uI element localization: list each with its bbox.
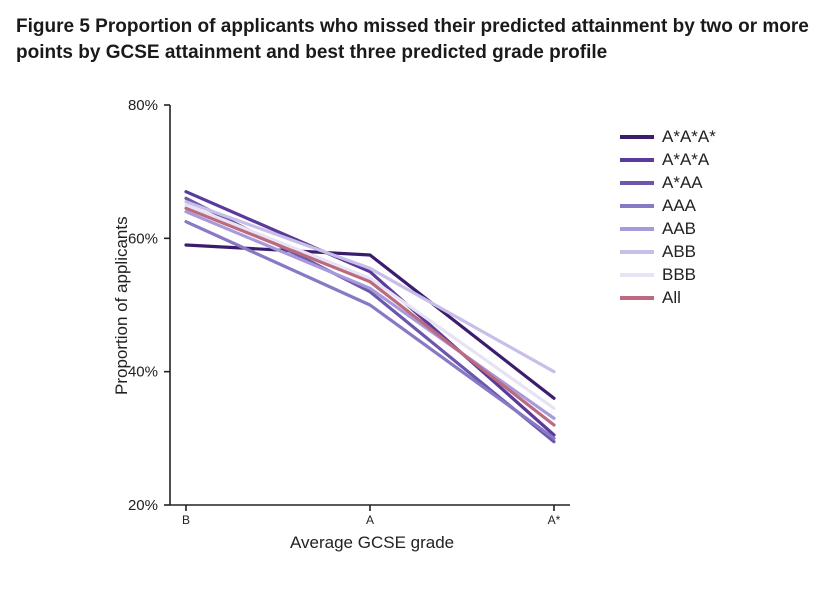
legend-label: AAB (662, 219, 696, 239)
legend-item: A*AA (620, 171, 716, 194)
x-tick-label: A (366, 513, 374, 527)
legend-label: AAA (662, 196, 696, 216)
legend-swatch (620, 181, 654, 185)
legend-item: All (620, 286, 716, 309)
legend-swatch (620, 250, 654, 254)
legend-swatch (620, 135, 654, 139)
legend-swatch (620, 296, 654, 300)
figure-title: Figure 5 Proportion of applicants who mi… (16, 14, 826, 65)
legend-label: A*A*A* (662, 127, 716, 147)
series-line (186, 208, 554, 425)
y-tick-label: 40% (128, 364, 158, 381)
legend-swatch (620, 158, 654, 162)
x-tick-label: B (182, 513, 190, 527)
legend-label: All (662, 288, 681, 308)
legend-item: A*A*A* (620, 125, 716, 148)
y-tick-label: 20% (128, 497, 158, 514)
legend-item: AAB (620, 217, 716, 240)
legend-item: BBB (620, 263, 716, 286)
legend: A*A*A* A*A*A A*AA AAA AAB ABB BBB All (620, 125, 716, 309)
legend-label: A*AA (662, 173, 703, 193)
legend-swatch (620, 204, 654, 208)
legend-item: ABB (620, 240, 716, 263)
legend-swatch (620, 227, 654, 231)
legend-label: ABB (662, 242, 696, 262)
legend-label: BBB (662, 265, 696, 285)
legend-item: AAA (620, 194, 716, 217)
y-axis-label: Proportion of applicants (112, 216, 132, 395)
y-tick-label: 60% (128, 230, 158, 247)
legend-swatch (620, 273, 654, 277)
chart: 20% 40% 60% 80% B A A* Proportion of applicant… (60, 95, 820, 575)
x-tick-label: A* (548, 513, 561, 527)
legend-item: A*A*A (620, 148, 716, 171)
legend-label: A*A*A (662, 150, 709, 170)
figure-container: Figure 5 Proportion of applicants who mi… (0, 0, 840, 598)
y-tick-label: 80% (128, 97, 158, 114)
x-axis-label: Average GCSE grade (290, 533, 454, 553)
